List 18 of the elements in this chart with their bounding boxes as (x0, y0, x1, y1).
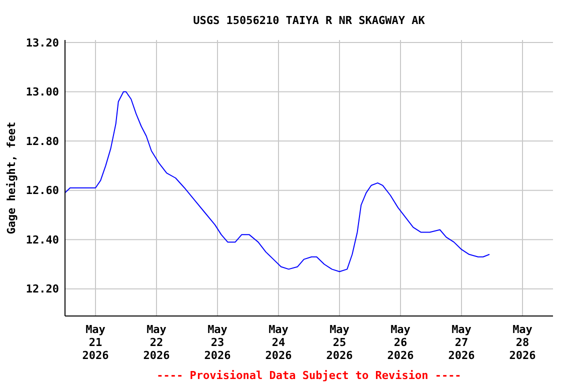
x-tick-label: May 26 2026 (387, 323, 414, 362)
x-tick-label: May 22 2026 (143, 323, 170, 362)
chart-title: USGS 15056210 TAIYA R NR SKAGWAY AK (193, 14, 426, 27)
x-tick-label: May 23 2026 (204, 323, 232, 362)
x-tick-label: May 28 2026 (509, 323, 536, 362)
line-series (65, 91, 490, 272)
x-tick-label: May 27 2026 (448, 323, 476, 362)
y-tick-label: 12.20 (26, 282, 59, 296)
x-tick-label: May 24 2026 (265, 323, 292, 362)
y-tick-label: 12.60 (26, 184, 59, 198)
y-tick-label: 13.00 (26, 86, 59, 99)
y-tick-label: 13.20 (26, 36, 59, 50)
y-tick-label: 12.40 (26, 233, 59, 246)
y-tick-label: 12.80 (26, 134, 59, 148)
x-tick-label: May 21 2026 (82, 323, 110, 362)
y-axis-title: Gage height, feet (5, 122, 18, 234)
x-tick-label: May 25 2026 (326, 323, 354, 362)
text: ---- Provisional Data Subject to Revision ---- (156, 369, 462, 382)
